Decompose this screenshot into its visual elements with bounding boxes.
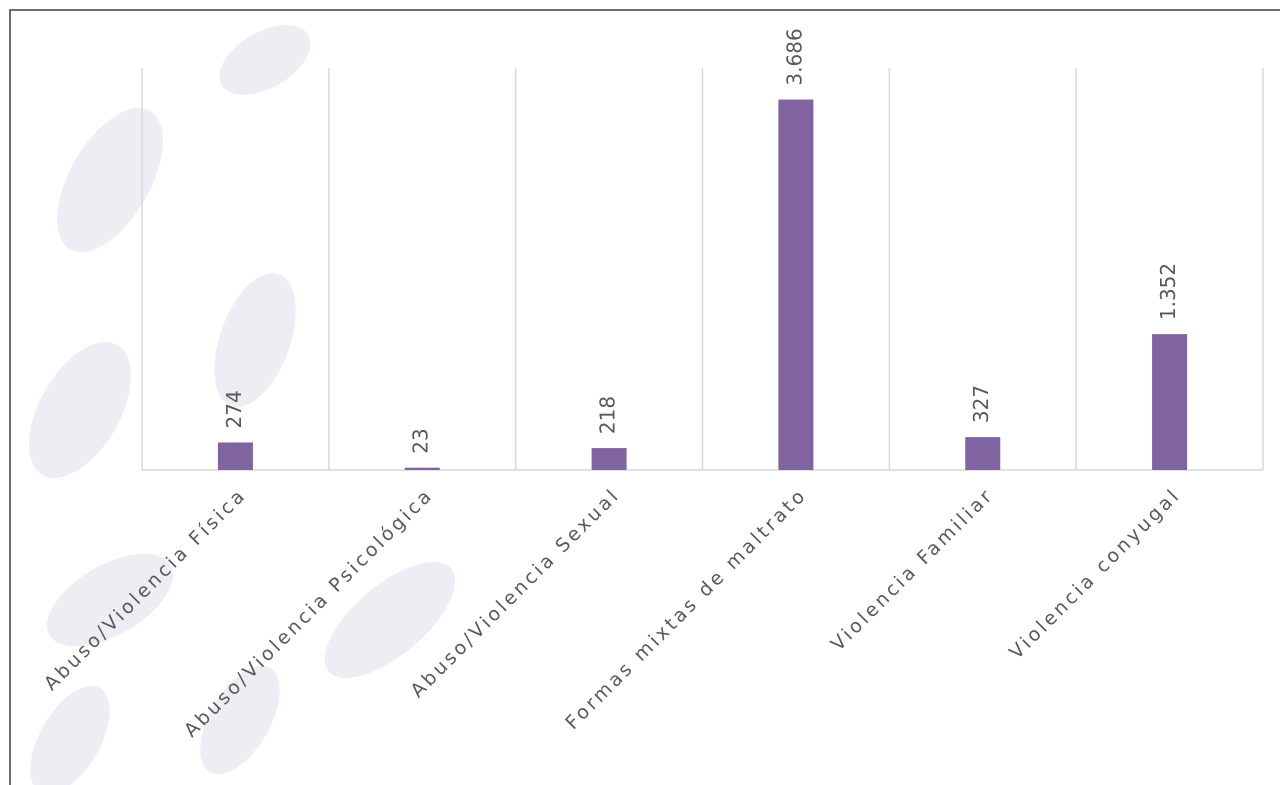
data-label: 3.686: [782, 28, 806, 85]
x-tick-label: Violencia conyugal: [1005, 484, 1185, 664]
data-label: 327: [969, 385, 993, 423]
x-tick-label: Violencia Familiar: [827, 484, 998, 655]
bar: [404, 467, 440, 470]
frame: [9, 9, 1280, 785]
bar: [1152, 334, 1188, 470]
data-label: 1.352: [1156, 263, 1180, 320]
data-label: 274: [222, 390, 246, 428]
data-label: 218: [596, 396, 620, 434]
background-decoration: [28, 25, 456, 785]
data-label: 23: [409, 428, 433, 453]
bar: [965, 437, 1001, 470]
bar: [217, 442, 253, 470]
bar: [591, 448, 627, 470]
bar: [778, 99, 814, 470]
